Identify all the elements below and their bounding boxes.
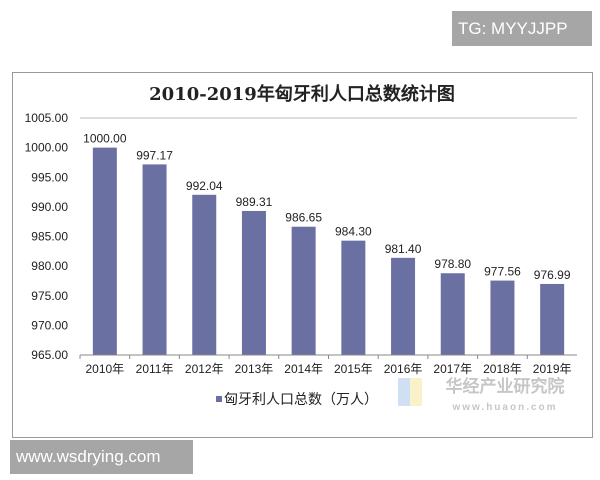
watermark-top: TG: MYYJJPP	[452, 11, 592, 46]
bar	[440, 273, 465, 355]
watermark-bottom: www.wsdrying.com	[10, 440, 193, 474]
bar	[142, 164, 167, 355]
x-tick-label: 2016年	[384, 362, 423, 376]
y-tick-label: 975.00	[31, 289, 68, 303]
x-tick-label: 2019年	[533, 362, 572, 376]
x-tick-label: 2011年	[136, 362, 174, 376]
logo-watermark: 华经产业研究院 www.huaon.com	[398, 376, 565, 413]
y-tick-label: 965.00	[31, 348, 68, 362]
y-tick-label: 985.00	[31, 230, 68, 244]
y-tick-label: 970.00	[31, 318, 68, 332]
x-tick-label: 2012年	[185, 362, 224, 376]
x-tick-label: 2014年	[284, 362, 323, 376]
data-label: 989.31	[236, 195, 273, 209]
data-label: 977.56	[484, 265, 521, 279]
bar	[192, 194, 217, 355]
bar	[540, 283, 565, 355]
x-tick-label: 2015年	[334, 362, 373, 376]
data-label: 997.17	[136, 148, 173, 162]
data-label: 1000.00	[83, 132, 127, 146]
logo-url: www.huaon.com	[451, 402, 557, 413]
y-tick-label: 1005.00	[25, 111, 69, 125]
bar	[341, 240, 366, 355]
x-tick-label: 2017年	[433, 362, 472, 376]
bar	[291, 226, 316, 355]
data-label: 986.65	[285, 211, 322, 225]
x-tick-label: 2010年	[85, 362, 124, 376]
bar	[92, 147, 117, 355]
logo-name: 华经产业研究院	[446, 376, 565, 396]
y-tick-label: 995.00	[31, 170, 68, 184]
y-tick-label: 980.00	[31, 259, 68, 273]
data-label: 984.30	[335, 225, 372, 239]
data-label: 992.04	[186, 179, 223, 193]
legend-swatch	[216, 396, 222, 402]
bar	[241, 210, 266, 355]
y-tick-label: 1000.00	[25, 141, 69, 155]
bar	[391, 257, 416, 355]
data-label: 978.80	[434, 257, 471, 271]
x-tick-label: 2018年	[483, 362, 522, 376]
legend-label: 匈牙利人口总数（万人）	[224, 391, 378, 407]
bar	[490, 280, 515, 355]
data-label: 976.99	[534, 268, 571, 282]
data-label: 981.40	[385, 242, 422, 256]
x-tick-label: 2013年	[235, 362, 274, 376]
y-tick-label: 990.00	[31, 200, 68, 214]
chart-title: 2010-2019年匈牙利人口总数统计图	[149, 83, 455, 105]
